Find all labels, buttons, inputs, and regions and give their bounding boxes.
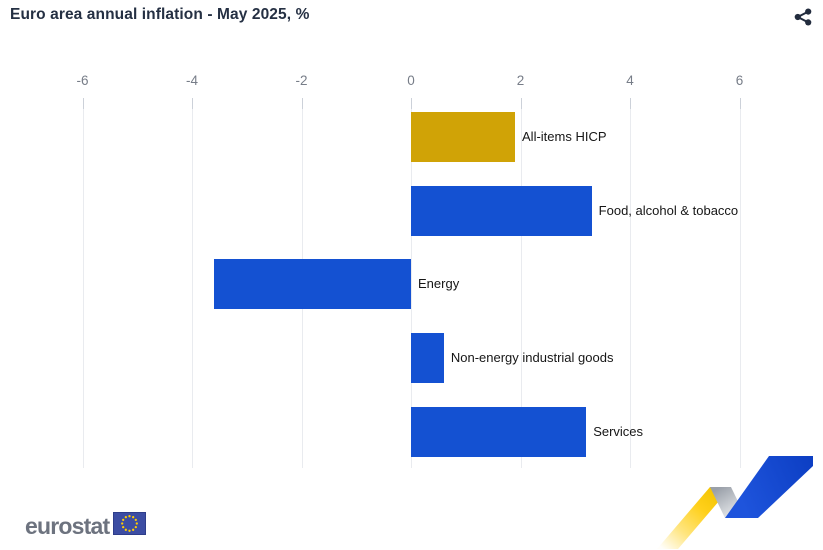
bar-category-label: Food, alcohol & tobacco — [598, 202, 739, 218]
x-axis-tick-label: 4 — [626, 73, 634, 88]
gridline — [630, 109, 631, 468]
x-axis-tick-label: 2 — [516, 73, 525, 88]
eu-flag-icon — [113, 512, 147, 540]
bar-energy[interactable] — [213, 259, 411, 310]
share-button[interactable] — [792, 6, 814, 28]
bar-category-label: Energy — [418, 276, 460, 292]
bar-food-alcohol-tobacco[interactable] — [411, 185, 592, 236]
eurostat-logo: eurostat — [25, 511, 147, 541]
gridline — [520, 109, 522, 468]
x-axis-tick-label: -4 — [185, 73, 198, 88]
bar-category-label: All-items HICP — [522, 129, 607, 144]
x-axis-tick-mark — [739, 98, 741, 109]
share-icon — [793, 7, 813, 27]
x-axis-tick-label: 6 — [735, 73, 744, 88]
gridline — [739, 109, 741, 468]
eurostat-wordmark: eurostat — [25, 513, 110, 539]
bar-services[interactable] — [411, 406, 587, 457]
eurostat-zigzag-decoration — [655, 450, 820, 550]
gridline — [411, 109, 412, 468]
x-axis-tick-label: -2 — [295, 73, 308, 88]
x-axis-tick-mark — [82, 98, 84, 109]
bar-category-label: Services — [593, 423, 644, 439]
x-axis-tick-mark — [411, 98, 412, 109]
x-axis-tick-mark — [630, 98, 631, 109]
x-axis-tick-mark — [520, 98, 522, 109]
x-axis-tick-mark — [192, 98, 193, 109]
gridline — [82, 109, 84, 468]
bar-all-items-hicp[interactable] — [411, 112, 516, 162]
bar-category-label: Non-energy industrial goods — [450, 350, 614, 366]
x-axis-tick-label: -6 — [76, 73, 89, 88]
x-axis-tick-label: 0 — [407, 73, 415, 88]
page-title: Euro area annual inflation - May 2025, % — [10, 6, 310, 23]
bar-non-energy-industrial-goods[interactable] — [411, 333, 444, 384]
x-axis-tick-mark — [301, 98, 303, 109]
gridline — [192, 109, 193, 468]
